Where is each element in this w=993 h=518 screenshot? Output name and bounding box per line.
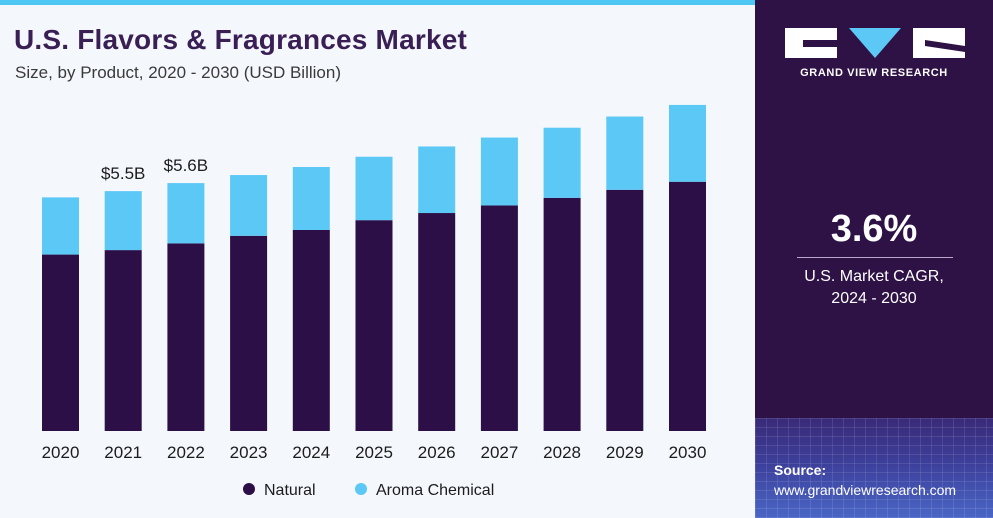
- chart-panel: U.S. Flavors & Fragrances Market Size, b…: [0, 0, 755, 518]
- x-tick-2025: 2025: [355, 443, 393, 462]
- x-tick-2021: 2021: [104, 443, 142, 462]
- bar-aroma-chemical-2027: [480, 137, 518, 206]
- chart-title: U.S. Flavors & Fragrances Market: [14, 24, 468, 55]
- x-tick-2020: 2020: [42, 443, 80, 462]
- accent-bar: [0, 0, 755, 5]
- bar-natural-2022: [167, 243, 205, 431]
- data-label-2022: $5.6B: [164, 156, 208, 175]
- cagr-label-line2: 2024 - 2030: [831, 290, 917, 307]
- bar-natural-2025: [355, 220, 393, 431]
- bar-natural-2027: [480, 205, 518, 431]
- bar-natural-2024: [292, 230, 330, 431]
- bar-natural-2028: [543, 197, 581, 431]
- stacked-bar-chart: 2020 2021 2022 2023 2024 2025 2026 2027 2028 2029…: [42, 104, 707, 499]
- x-tick-2030: 2030: [669, 443, 707, 462]
- x-tick-2028: 2028: [543, 443, 581, 462]
- cagr-label: U.S. Market CAGR, 2024 - 2030: [755, 266, 993, 310]
- logo-block-middle: [849, 28, 901, 58]
- cagr-label-line1: U.S. Market CAGR,: [804, 268, 944, 285]
- bar-aroma-chemical-2020: [42, 197, 79, 255]
- bar-aroma-chemical-2026: [418, 146, 456, 214]
- bar-natural-2021: [104, 250, 142, 431]
- cagr-value: 3.6%: [830, 208, 918, 250]
- bar-aroma-chemical-2021: [104, 191, 142, 251]
- logo-notch-left: [803, 40, 837, 47]
- x-tick-2027: 2027: [480, 443, 518, 462]
- bar-natural-2026: [418, 213, 456, 431]
- x-tick-2026: 2026: [418, 443, 456, 462]
- x-tick-2024: 2024: [292, 443, 330, 462]
- data-label-2021: $5.5B: [101, 164, 145, 183]
- bar-aroma-chemical-2022: [167, 183, 205, 244]
- legend-marker-aroma-chemical: [355, 483, 367, 495]
- bar-natural-2020: [42, 254, 79, 431]
- bar-aroma-chemical-2024: [292, 167, 330, 230]
- source-label: Source:: [774, 462, 827, 478]
- bar-aroma-chemical-2025: [355, 156, 393, 221]
- cagr-divider: [797, 257, 953, 258]
- sidebar: GRAND VIEW RESEARCH 3.6% U.S. Market CAG…: [755, 0, 993, 518]
- bar-natural-2029: [606, 189, 644, 431]
- bar-aroma-chemical-2030: [669, 104, 706, 182]
- x-tick-2029: 2029: [606, 443, 644, 462]
- bar-natural-2023: [230, 235, 268, 431]
- x-tick-2023: 2023: [230, 443, 268, 462]
- brand-name: GRAND VIEW RESEARCH: [800, 67, 948, 79]
- x-tick-2022: 2022: [167, 443, 205, 462]
- source-link[interactable]: www.grandviewresearch.com: [774, 482, 957, 498]
- grand-view-research-logo: [785, 28, 965, 58]
- sidebar-grid-background: [755, 418, 993, 518]
- logo-notch-right: [925, 40, 965, 52]
- legend-label-aroma-chemical: Aroma Chemical: [376, 482, 494, 499]
- bar-natural-2030: [669, 181, 706, 431]
- bar-aroma-chemical-2028: [543, 127, 581, 198]
- legend-label-natural: Natural: [264, 482, 316, 499]
- legend-marker-natural: [243, 483, 255, 495]
- bar-aroma-chemical-2023: [230, 175, 268, 236]
- bar-aroma-chemical-2029: [606, 116, 644, 190]
- chart-subtitle: Size, by Product, 2020 - 2030 (USD Billi…: [15, 63, 341, 82]
